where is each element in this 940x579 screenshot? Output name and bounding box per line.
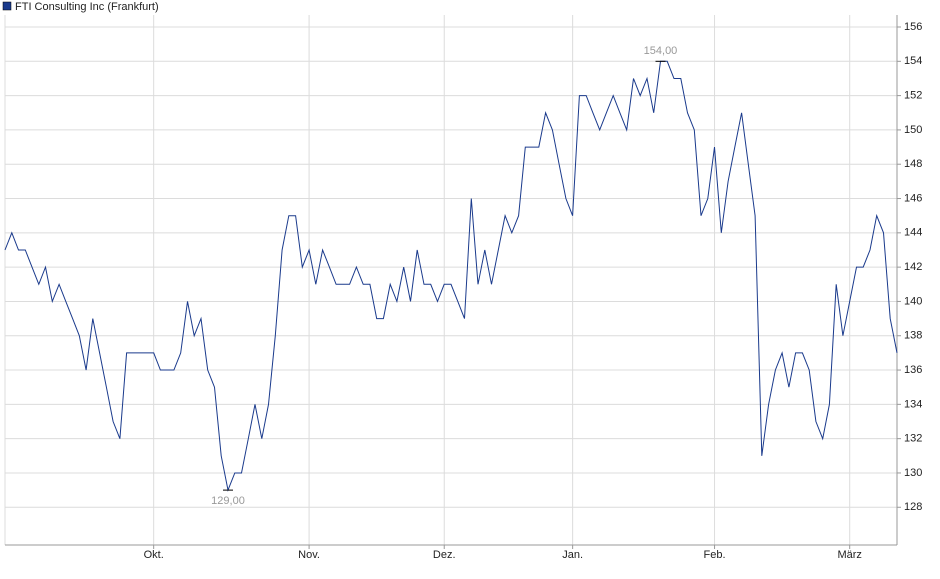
value-label: 154,00 xyxy=(644,45,678,57)
x-tick-label: März xyxy=(837,549,861,561)
y-tick-label: 144 xyxy=(904,227,922,239)
y-tick-label: 136 xyxy=(904,364,922,376)
y-tick-label: 128 xyxy=(904,501,922,513)
y-tick-label: 134 xyxy=(904,398,922,410)
y-tick-label: 156 xyxy=(904,21,922,33)
y-tick-label: 146 xyxy=(904,192,922,204)
x-tick-label: Jan. xyxy=(562,549,583,561)
x-tick-label: Dez. xyxy=(433,549,456,561)
x-tick-label: Nov. xyxy=(298,549,320,561)
y-tick-label: 148 xyxy=(904,158,922,170)
y-tick-label: 138 xyxy=(904,330,922,342)
y-tick-label: 154 xyxy=(904,55,922,67)
plot-area xyxy=(5,15,897,545)
value-label: 129,00 xyxy=(211,495,245,507)
y-tick-label: 152 xyxy=(904,90,922,102)
x-tick-label: Feb. xyxy=(704,549,726,561)
x-tick-label: Okt. xyxy=(144,549,164,561)
price-line xyxy=(4,60,898,492)
y-tick-label: 132 xyxy=(904,433,922,445)
legend-swatch xyxy=(2,1,12,11)
y-tick-label: 130 xyxy=(904,467,922,479)
y-tick-label: 140 xyxy=(904,295,922,307)
y-tick-label: 150 xyxy=(904,124,922,136)
legend-label: FTI Consulting Inc (Frankfurt) xyxy=(15,1,159,13)
y-tick-label: 142 xyxy=(904,261,922,273)
